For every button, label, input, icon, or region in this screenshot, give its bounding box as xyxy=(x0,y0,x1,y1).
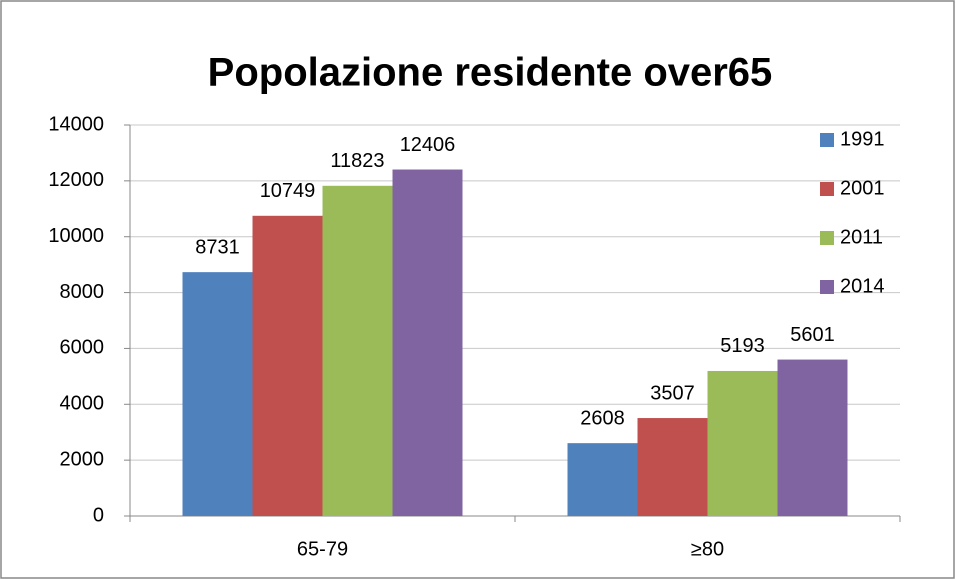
legend-swatch xyxy=(820,133,834,147)
bar xyxy=(567,443,638,516)
data-label: 11823 xyxy=(330,150,384,172)
bar xyxy=(182,272,253,516)
data-label: 8731 xyxy=(195,236,240,258)
y-tick-label: 14000 xyxy=(48,113,104,135)
y-tick-label: 2000 xyxy=(60,448,105,470)
bar xyxy=(392,169,463,517)
legend-swatch xyxy=(820,231,834,245)
data-label: 3507 xyxy=(650,382,695,404)
x-tick-label: ≥80 xyxy=(691,538,724,560)
y-tick-label: 10000 xyxy=(48,225,104,247)
data-label: 10749 xyxy=(260,180,316,202)
data-label: 5601 xyxy=(790,324,835,346)
legend-label: 2001 xyxy=(840,177,885,199)
data-label: 12406 xyxy=(400,134,456,156)
y-tick-label: 12000 xyxy=(48,169,104,191)
bar xyxy=(252,215,323,517)
legend-label: 2011 xyxy=(840,226,883,248)
legend-label: 2014 xyxy=(840,275,885,297)
y-tick-label: 0 xyxy=(93,504,104,526)
bar xyxy=(707,370,778,516)
legend-swatch xyxy=(820,182,834,196)
legend-swatch xyxy=(820,280,834,294)
bar xyxy=(637,418,708,516)
bar xyxy=(777,359,848,516)
bar xyxy=(322,185,393,516)
y-tick-label: 8000 xyxy=(60,281,105,303)
chart-title: Popolazione residente over65 xyxy=(208,51,773,95)
y-tick-label: 6000 xyxy=(60,337,105,359)
y-tick-label: 4000 xyxy=(60,393,105,415)
legend-label: 1991 xyxy=(840,128,885,150)
data-label: 5193 xyxy=(720,335,765,357)
data-label: 2608 xyxy=(580,407,625,429)
x-tick-label: 65-79 xyxy=(297,538,348,560)
